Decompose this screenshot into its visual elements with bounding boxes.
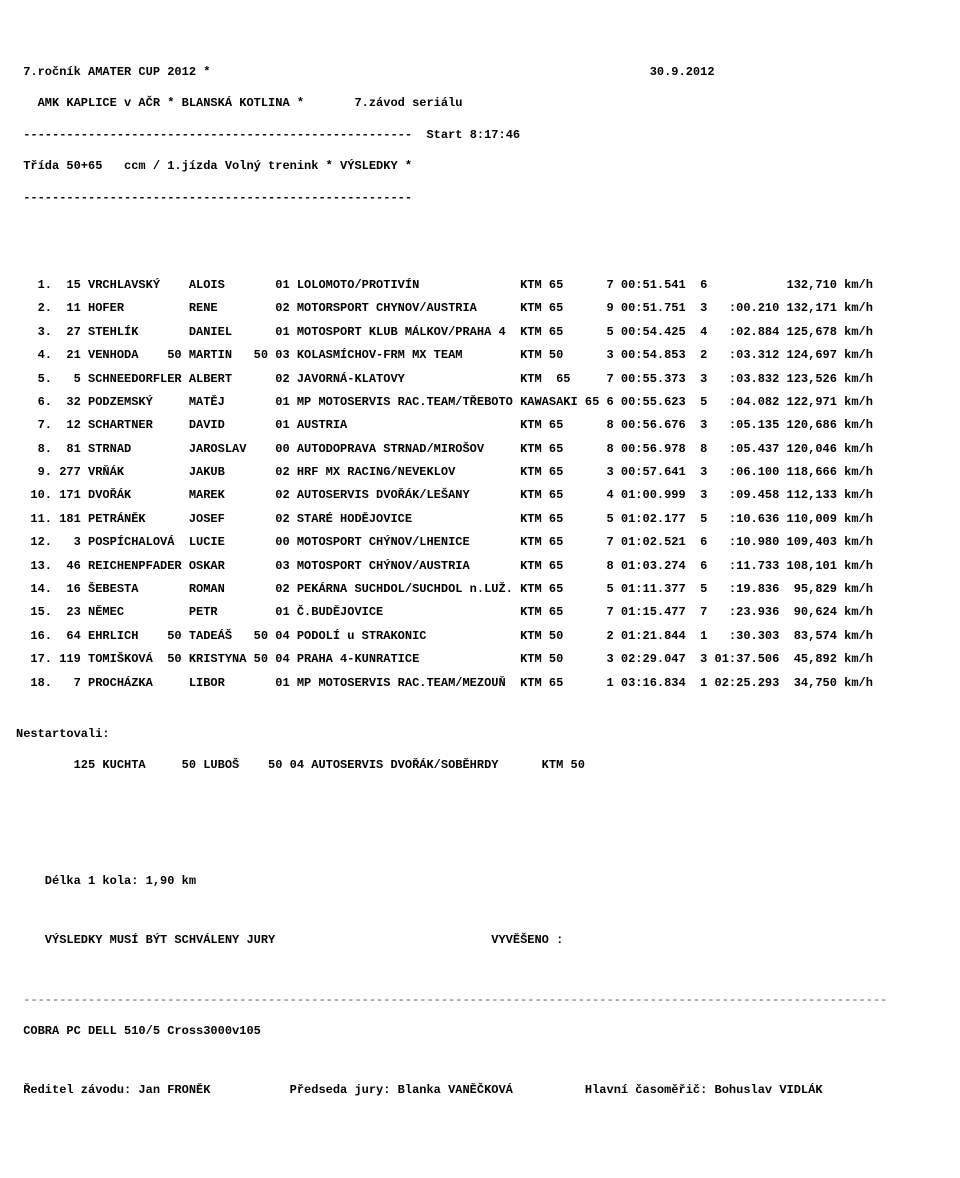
result-row: 1. 15 VRCHLAVSKÝ ALOIS 01 LOLOMOTO/PROTI… bbox=[16, 277, 944, 294]
header-dash-2: ----------------------------------------… bbox=[16, 190, 944, 207]
result-row: 14. 16 ŠEBESTA ROMAN 02 PEKÁRNA SUCHDOL/… bbox=[16, 581, 944, 598]
result-row: 4. 21 VENHODA 50 MARTIN 50 03 KOLASMÍCHO… bbox=[16, 347, 944, 364]
dash-text: ----------------------------------------… bbox=[16, 128, 412, 142]
start-time: Start 8:17:46 bbox=[426, 128, 520, 142]
result-row: 18. 7 PROCHÁZKA LIBOR 01 MP MOTOSERVIS R… bbox=[16, 675, 944, 692]
officials-line: Ředitel závodu: Jan FRONĚK Předseda jury… bbox=[16, 1082, 944, 1099]
nonstart-entry: 125 KUCHTA 50 LUBOŠ 50 04 AUTOSERVIS DVO… bbox=[16, 757, 944, 774]
result-row: 11. 181 PETRÁNĚK JOSEF 02 STARÉ HODĚJOVI… bbox=[16, 511, 944, 528]
result-row: 6. 32 PODZEMSKÝ MATĚJ 01 MP MOTOSERVIS R… bbox=[16, 394, 944, 411]
result-row: 2. 11 HOFER RENE 02 MOTORSPORT CHYNOV/AU… bbox=[16, 300, 944, 317]
approval-line: VÝSLEDKY MUSÍ BÝT SCHVÁLENY JURY VYVĚŠEN… bbox=[16, 932, 944, 949]
result-row: 16. 64 EHRLICH 50 TADEÁŠ 50 04 PODOLÍ u … bbox=[16, 628, 944, 645]
header-dash-1: ----------------------------------------… bbox=[16, 127, 944, 144]
result-row: 5. 5 SCHNEEDORFLER ALBERT 02 JAVORNÁ-KLA… bbox=[16, 371, 944, 388]
lap-length: Délka 1 kola: 1,90 km bbox=[16, 873, 944, 890]
header-line-1: 7.ročník AMATER CUP 2012 * 30.9.2012 bbox=[16, 64, 944, 81]
results-table: 1. 15 VRCHLAVSKÝ ALOIS 01 LOLOMOTO/PROTI… bbox=[16, 277, 944, 698]
result-row: 12. 3 POSPÍCHALOVÁ LUCIE 00 MOTOSPORT CH… bbox=[16, 534, 944, 551]
software-line: COBRA PC DELL 510/5 Cross3000v105 bbox=[16, 1023, 944, 1040]
class-line: Třída 50+65 ccm / 1.jízda Volný trenink … bbox=[16, 158, 944, 175]
result-row: 3. 27 STEHLÍK DANIEL 01 MOTOSPORT KLUB M… bbox=[16, 324, 944, 341]
header-line-2: AMK KAPLICE v AČR * BLANSKÁ KOTLINA * 7.… bbox=[16, 95, 944, 112]
result-row: 9. 277 VRŇÁK JAKUB 02 HRF MX RACING/NEVE… bbox=[16, 464, 944, 481]
result-row: 10. 171 DVOŘÁK MAREK 02 AUTOSERVIS DVOŘÁ… bbox=[16, 487, 944, 504]
result-row: 8. 81 STRNAD JAROSLAV 00 AUTODOPRAVA STR… bbox=[16, 441, 944, 458]
result-row: 17. 119 TOMIŠKOVÁ 50 KRISTYNA 50 04 PRAH… bbox=[16, 651, 944, 668]
nonstart-label: Nestartovali: bbox=[16, 726, 944, 743]
result-row: 7. 12 SCHARTNER DAVID 01 AUSTRIA KTM 65 … bbox=[16, 417, 944, 434]
footer-separator: ----------------------------------------… bbox=[16, 992, 944, 1009]
result-row: 13. 46 REICHENPFADER OSKAR 03 MOTOSPORT … bbox=[16, 558, 944, 575]
result-row: 15. 23 NĚMEC PETR 01 Č.BUDĚJOVICE KTM 65… bbox=[16, 604, 944, 621]
